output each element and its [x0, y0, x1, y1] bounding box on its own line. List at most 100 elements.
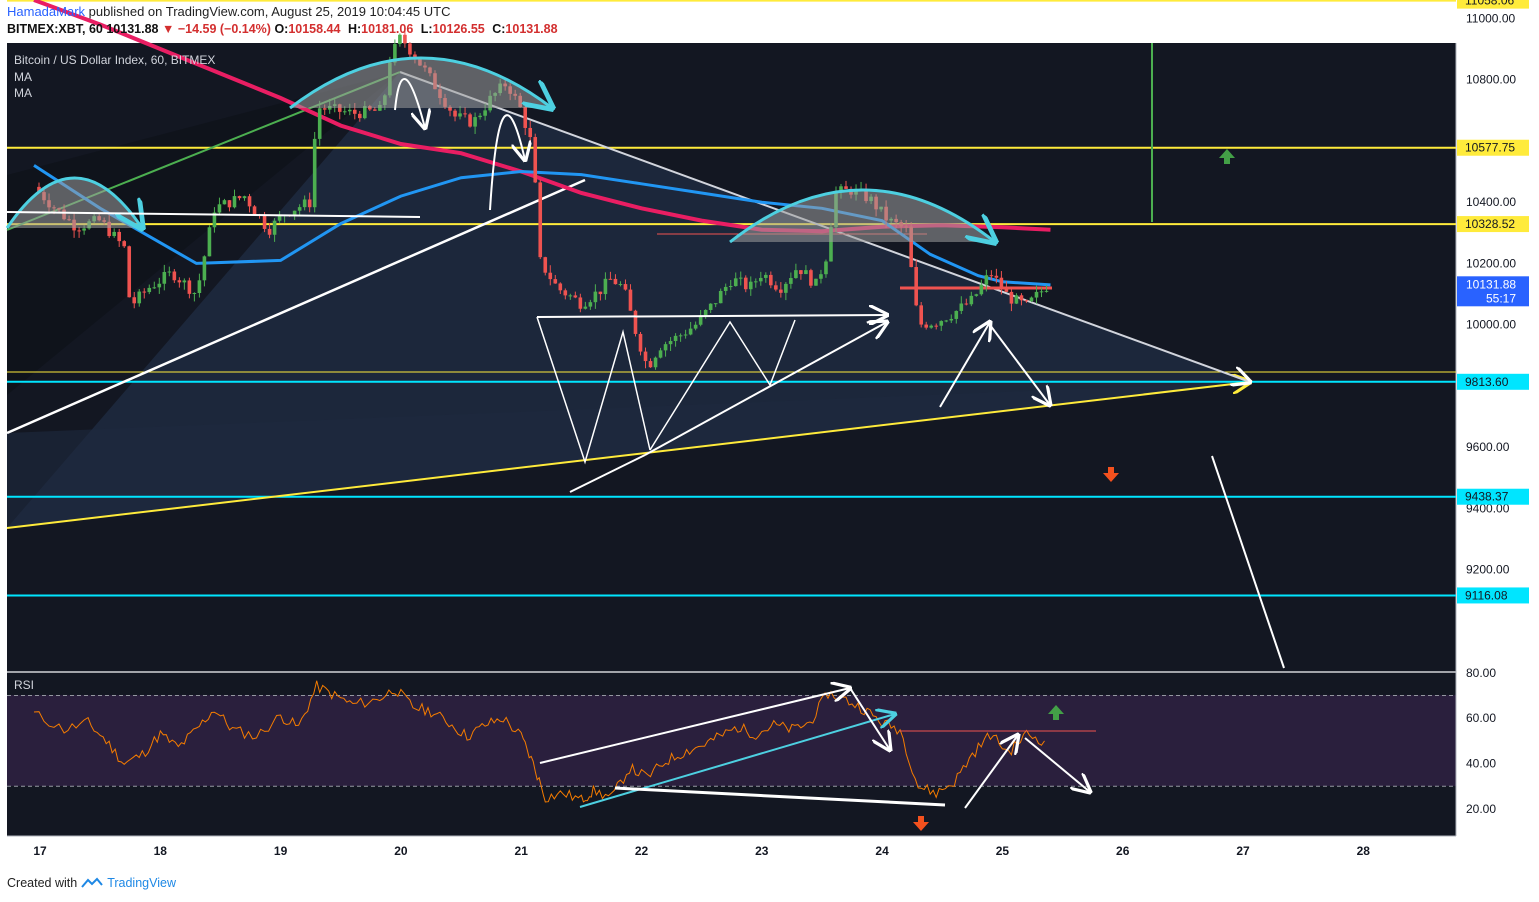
candle-body	[688, 328, 693, 335]
high-value: 10181.06	[361, 22, 414, 36]
candle-body	[197, 280, 202, 294]
open-label: O:	[274, 22, 289, 36]
high-label: H:	[347, 22, 362, 36]
down-arrow-icon: ▼	[161, 22, 175, 36]
candle-body	[909, 226, 913, 268]
rsi-tick-label: 40.00	[1466, 757, 1496, 771]
candle-body	[312, 138, 317, 208]
tradingview-link[interactable]: TradingView	[107, 876, 176, 890]
candle-body	[999, 277, 1004, 289]
rsi-white-line	[614, 786, 946, 807]
candle-body	[262, 215, 267, 229]
price-axis[interactable]	[1456, 43, 1534, 836]
symbol-label[interactable]: BITMEX:XBT, 60	[7, 22, 103, 36]
candle-body	[458, 113, 462, 117]
rsi-tick-label: 80.00	[1466, 666, 1496, 680]
candle-body	[167, 271, 172, 273]
candle-body	[187, 280, 192, 294]
candle-body	[172, 271, 177, 281]
price-label-text: 10328.52	[1465, 217, 1515, 231]
candle-body	[568, 295, 573, 297]
price-tick-label: 10400.00	[1466, 195, 1516, 209]
candle-body	[758, 277, 763, 282]
price-tick-label: 10200.00	[1466, 256, 1516, 270]
candle-body	[989, 275, 994, 277]
candle-body	[708, 303, 713, 310]
candle-body	[127, 246, 132, 298]
candle-body	[478, 115, 482, 118]
candle-body	[227, 200, 232, 208]
candle-body	[969, 295, 974, 305]
time-tick-label: 28	[1357, 844, 1371, 858]
candle-body	[1004, 288, 1009, 292]
candle-body	[934, 325, 939, 327]
rsi-tick-label: 20.00	[1466, 802, 1496, 816]
candle-body	[297, 207, 302, 211]
candle-body	[728, 286, 733, 288]
candle-body	[553, 279, 558, 284]
price-label-bg	[1457, 373, 1529, 390]
candle-body	[212, 212, 217, 228]
candle-body	[137, 291, 142, 304]
candle-body	[648, 361, 653, 368]
candle-body	[824, 261, 828, 275]
candle-body	[473, 117, 477, 127]
candle-body	[408, 43, 412, 55]
candle-body	[182, 280, 187, 283]
time-axis[interactable]	[7, 836, 1534, 865]
candle-body	[748, 281, 753, 290]
candle-body	[77, 230, 81, 232]
candle-body	[322, 108, 327, 110]
rsi-tick-label: 60.00	[1466, 711, 1496, 725]
price-tick-label: 9600.00	[1466, 440, 1510, 454]
candle-body	[1009, 291, 1014, 304]
candle-body	[107, 221, 111, 237]
time-tick-label: 21	[515, 844, 529, 858]
rsi-white-down-arrow	[1024, 737, 1090, 792]
published-text: published on TradingView.com, August 25,…	[88, 4, 451, 19]
candle-body	[683, 334, 688, 336]
countdown-label: 55:17	[1486, 291, 1516, 305]
candle-body	[1029, 297, 1034, 302]
candle-body	[277, 215, 282, 221]
rsi-white-rise-arrow	[539, 688, 850, 764]
candle-body	[1024, 300, 1029, 302]
candle-body	[929, 325, 934, 328]
candle-body	[819, 274, 823, 279]
price-label-bg	[1457, 216, 1529, 233]
rsi-label: RSI	[14, 678, 34, 692]
candle-body	[122, 241, 127, 247]
last-price-bg	[1457, 276, 1529, 307]
up-arrow-icon	[1219, 149, 1235, 164]
price-tick-label: 11000.00	[1466, 11, 1515, 25]
candle-body	[653, 357, 658, 368]
candle-body	[924, 324, 929, 328]
candle-body	[738, 277, 743, 279]
candle-body	[794, 270, 798, 279]
white-horizontal-left	[6, 211, 421, 218]
time-tick-label: 26	[1116, 844, 1130, 858]
candle-body	[789, 278, 793, 284]
candle-body	[723, 286, 728, 291]
candle-body	[914, 267, 918, 306]
author-link[interactable]: HamadaMark	[7, 4, 86, 19]
candle-body	[543, 257, 548, 273]
tradingview-logo-icon	[81, 877, 103, 888]
candle-body	[663, 344, 668, 351]
rsi-band	[7, 695, 1456, 786]
white-arrow-rising	[644, 322, 887, 456]
candle-body	[1039, 291, 1044, 293]
chart-title: Bitcoin / US Dollar Index, 60, BITMEX	[14, 53, 215, 67]
candle-body	[809, 270, 813, 286]
candle-body	[317, 108, 322, 139]
price-tick-label: 10000.00	[1466, 318, 1516, 332]
candle-body	[117, 231, 121, 242]
candle-body	[578, 297, 583, 309]
rsi-up-arrow-icon	[1048, 705, 1064, 720]
close-label: C:	[492, 22, 506, 36]
candle-body	[753, 281, 758, 283]
price-tick-label: 9400.00	[1466, 501, 1510, 515]
candle-body	[558, 283, 563, 291]
candle-body	[157, 283, 162, 288]
candle-body	[628, 289, 633, 311]
